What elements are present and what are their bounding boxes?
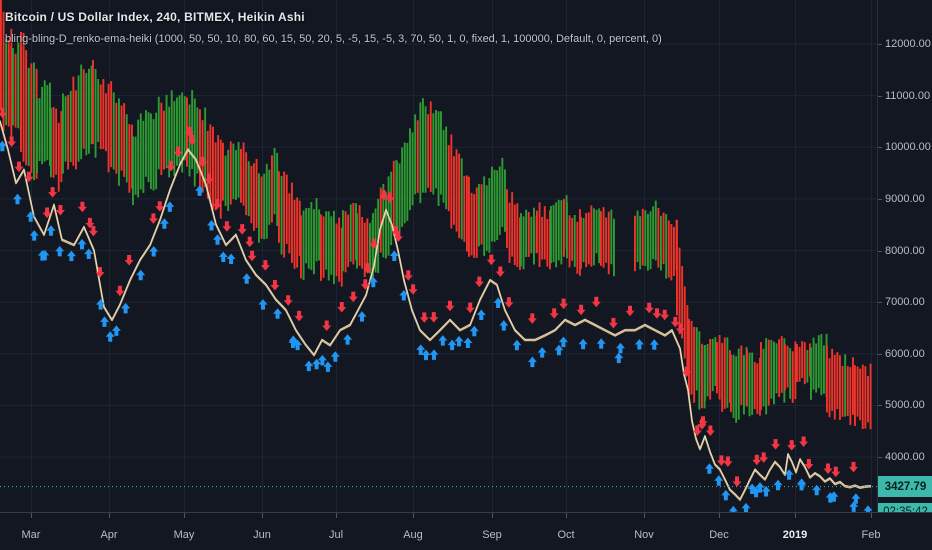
time-axis-tick [795,513,796,518]
time-axis-tick [109,513,110,518]
price-axis-tick [878,198,882,200]
price-axis-label: 11000.00 [885,89,931,102]
price-axis-tick [878,353,882,355]
price-axis-label: 6000.00 [885,347,925,360]
price-axis-label: 12000.00 [885,38,931,50]
current-price-badge: 3427.79 [878,476,932,497]
time-axis-label: Apr [100,529,118,541]
price-axis[interactable]: 3427.79 02:35:42 12000.0011000.0010000.0… [877,0,932,550]
price-axis-label: 9000.00 [885,192,925,205]
time-axis-tick [719,513,720,518]
time-axis-label: Sep [482,529,502,541]
time-axis-tick [262,513,263,518]
time-axis-tick [644,513,645,518]
price-axis-label: 7000.00 [885,296,925,309]
time-axis-label: Dec [709,529,729,541]
price-axis-tick [878,44,882,45]
time-axis-tick [566,513,567,518]
price-chart-plot[interactable] [0,0,877,512]
price-axis-label: 4000.00 [885,451,925,464]
signal-arrows [0,107,873,512]
current-price-value: 3427.79 [884,480,927,493]
time-axis-tick [871,513,872,518]
time-axis[interactable]: Mar Apr May Jun Jul Aug Sep Oct Nov Dec 2019 Feb [0,512,932,550]
time-axis-label: May [173,529,195,541]
time-axis-tick [336,513,337,518]
time-axis-tick [184,513,185,518]
price-axis-tick [878,457,882,459]
time-axis-label: Jul [328,529,344,541]
time-axis-tick [492,513,493,518]
time-axis-label: 2019 [782,529,808,541]
ema-line [0,120,872,501]
time-axis-label: Mar [21,529,41,541]
price-axis-tick [878,147,882,149]
grid-lines [0,0,877,512]
price-axis-tick [878,250,882,252]
time-axis-label: Aug [403,529,423,541]
heikin-ashi-candles [0,0,872,430]
price-axis-label: 5000.00 [885,399,925,412]
time-axis-label: Jun [253,529,271,541]
price-axis-tick [878,95,882,97]
price-axis-label: 8000.00 [885,244,925,257]
time-axis-label: Nov [634,529,654,541]
price-axis-tick [878,302,882,304]
price-axis-label: 10000.00 [885,141,931,154]
time-axis-tick [413,513,414,518]
time-axis-tick [31,513,32,518]
time-axis-label: Oct [557,529,575,541]
price-axis-tick [878,405,882,407]
time-axis-label: Feb [861,529,881,541]
